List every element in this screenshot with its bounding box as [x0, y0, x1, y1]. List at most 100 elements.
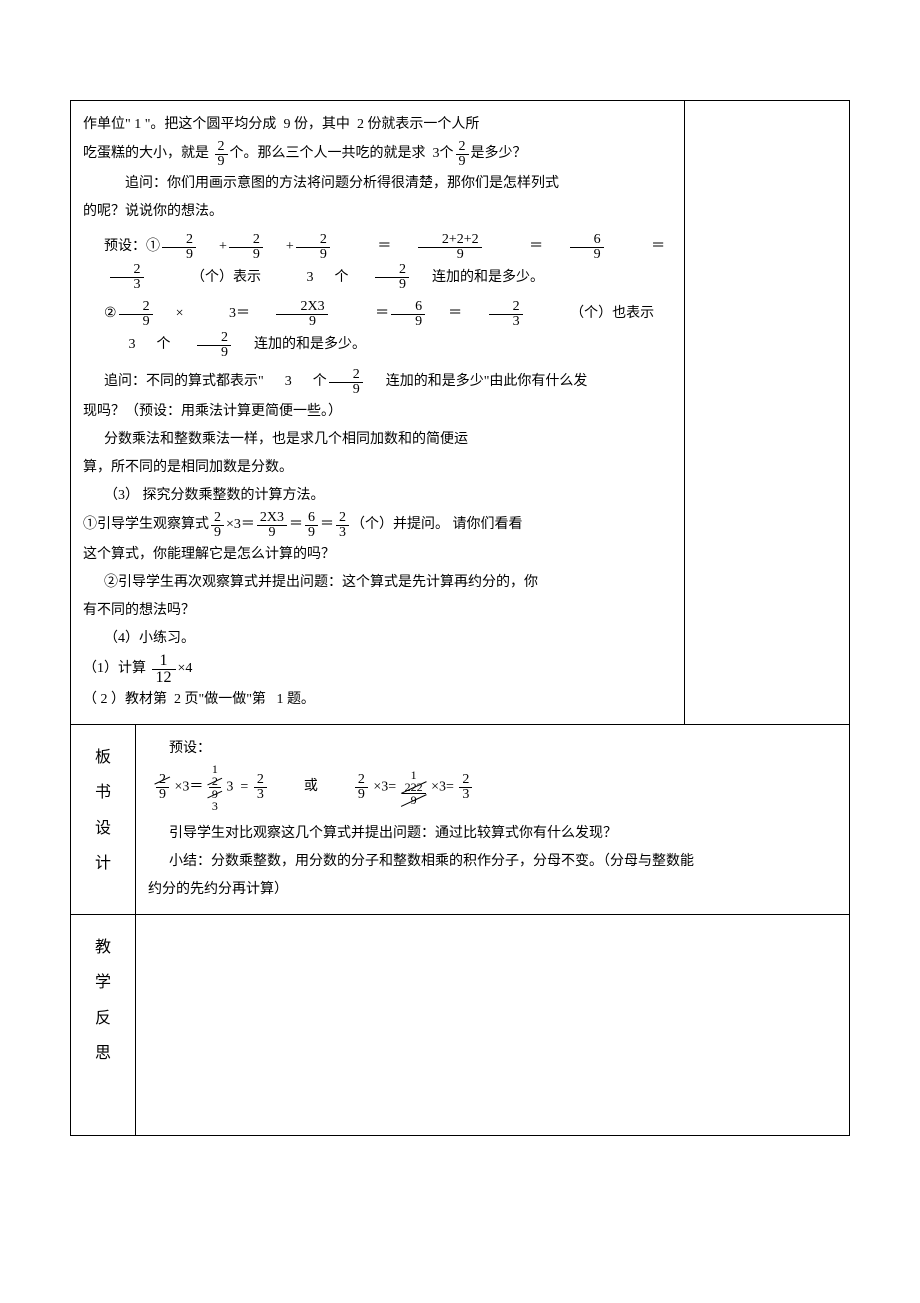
op: ＝ [320, 510, 334, 541]
op: ＝ [630, 232, 665, 263]
fraction: 6 9 [570, 233, 604, 262]
char: 教 [83, 935, 123, 961]
paragraph: ②引导学生再次观察算式并提出问题：这个算式是先计算再约分的，你 [83, 569, 672, 597]
text: 份，其中 [294, 117, 350, 132]
op: ＝ [354, 299, 389, 330]
text: （1）计算 [83, 654, 146, 685]
number: 3 [108, 330, 136, 361]
text: （个）表示 [170, 263, 261, 294]
paragraph: 引导学生对比观察这几个算式并提出问题：通过比较算式你有什么发现？ [148, 820, 837, 848]
practice-1: （1）计算 1 12 ×4 [83, 653, 672, 686]
fraction: 2 9 [197, 331, 231, 360]
text: 个 [314, 263, 349, 294]
equation-2: ② 2 9 × 3＝ 2X3 9 ＝ 6 9 [83, 299, 672, 361]
board-equations: 2 9 ×3＝ 1 2 9 3 3 = [154, 763, 837, 812]
text: ×4 [178, 654, 193, 685]
fraction: 2 9 [329, 368, 363, 397]
char: 书 [83, 780, 123, 806]
text: 个 [440, 139, 454, 170]
equation-3: ①引导学生观察算式 2 9 × 3＝ 2X3 9 ＝ 6 9 [83, 510, 672, 541]
char: 设 [83, 816, 123, 842]
text: 连加的和是多少。 [411, 263, 544, 294]
preset-label: 预设：① [83, 232, 160, 263]
char: 板 [83, 745, 123, 771]
side-cell [685, 101, 850, 725]
number: 9 [283, 117, 290, 132]
fraction: 2 9 [119, 300, 153, 329]
text: 个。那么三个人一共吃的就是求 [230, 139, 426, 170]
paragraph: 有不同的想法吗？ [83, 597, 672, 625]
fraction: 2 3 [336, 511, 349, 540]
fraction: 6 9 [391, 300, 425, 329]
text: 是多少？ [471, 139, 527, 170]
number: 3 [286, 263, 314, 294]
op: ＝ [427, 299, 462, 330]
text: （个）也表示 [549, 299, 654, 330]
paragraph: 吃蛋糕的大小，就是 2 9 个。那么三个人一共吃的就是求 3 个 2 9 是多少… [83, 139, 672, 170]
fraction-2-9: 2 9 [215, 140, 228, 169]
paragraph: 追问：不同的算式都表示" 3 个 2 9 连加的和是多少"由此你有什么发 [83, 367, 672, 398]
equation-1: 预设：① 2 9 + 2 9 + 2 9 ＝ [83, 232, 672, 294]
fraction-1-12: 1 12 [152, 653, 176, 686]
paragraph: 小结：分数乘整数，用分数的分子和整数相乘的积作分子，分母不变。（分母与整数能 [148, 848, 837, 876]
op: ×3＝ [175, 779, 204, 794]
board-design-label: 板 书 设 计 [71, 724, 136, 914]
fraction: 2 9 [296, 233, 330, 262]
text: 连加的和是多少"由此你有什么发 [365, 367, 588, 398]
fraction: 222 9 [402, 781, 426, 806]
main-cell: 作单位" 1 "。把这个圆平均分成 9 份，其中 2 份就表示一个人所 吃蛋糕的… [71, 101, 685, 725]
fraction: 2 3 [489, 300, 523, 329]
fraction: 2+2+2 9 [418, 233, 482, 262]
char: 学 [83, 970, 123, 996]
fraction: 2 9 [156, 773, 169, 802]
reflection-row: 教 学 反 思 [71, 914, 850, 1135]
op: ＝ [508, 232, 543, 263]
text: 份就表示一个人所 [367, 117, 479, 132]
text: （ [83, 692, 97, 707]
reflection-content [136, 914, 850, 1135]
or-label: 或 [304, 772, 318, 803]
paragraph: 的呢？说说你的想法。 [83, 198, 672, 226]
fraction: 2 9 [211, 511, 224, 540]
fraction: 2 3 [254, 773, 267, 802]
number: 2 [357, 117, 364, 132]
number: 3 [264, 367, 292, 398]
number: 3 [433, 139, 440, 170]
text: 连加的和是多少。 [233, 330, 366, 361]
paragraph: 分数乘法和整数乘法一样，也是求几个相同加数和的简便运 [83, 426, 672, 454]
fraction: 2X3 9 [257, 511, 287, 540]
op: + [198, 232, 227, 263]
text: ）教材第 [111, 692, 167, 707]
paragraph: 这个算式，你能理解它是怎么计算的吗？ [83, 541, 672, 569]
fraction: 2X3 9 [276, 300, 327, 329]
text: ①引导学生观察算式 [83, 510, 209, 541]
cancel-stack: 1 2 9 3 [207, 763, 223, 812]
paragraph: 作单位" 1 "。把这个圆平均分成 9 份，其中 2 份就表示一个人所 [83, 111, 672, 139]
char: 反 [83, 1006, 123, 1032]
fraction-2-9: 2 9 [456, 140, 469, 169]
fraction: 2 9 [375, 263, 409, 292]
text: 作单位" [83, 117, 131, 132]
paragraph: 追问：你们用画示意图的方法将问题分析得很清楚，那你们是怎样列式 [83, 170, 672, 198]
paragraph: （4）小练习。 [83, 625, 672, 653]
op: ＝ [356, 232, 391, 263]
number: 2 [174, 692, 181, 707]
paragraph: 现吗？（预设：用乘法计算更简便一些。） [83, 398, 672, 426]
reflection-label: 教 学 反 思 [71, 914, 136, 1135]
text: 追问：不同的算式都表示" [83, 367, 264, 398]
op: × [226, 510, 234, 541]
board-design-row: 板 书 设 计 预设： 2 9 ×3＝ 1 [71, 724, 850, 914]
fraction: 2 9 [355, 773, 368, 802]
char: 计 [83, 851, 123, 877]
number: 1 [134, 117, 141, 132]
number: 2 [101, 692, 108, 707]
circ2: ② [83, 299, 117, 330]
text: 吃蛋糕的大小，就是 [83, 139, 209, 170]
fraction: 2 9 [209, 775, 221, 800]
eq-b: 2 9 ×3= 1 222 9 ×3= [353, 769, 475, 806]
eq-a: 2 9 ×3＝ 1 2 9 3 3 = [154, 763, 269, 812]
op: + [265, 232, 294, 263]
text: （个）并提问。 [351, 510, 449, 541]
fraction: 2 3 [459, 773, 472, 802]
op: 3＝ [208, 299, 250, 330]
